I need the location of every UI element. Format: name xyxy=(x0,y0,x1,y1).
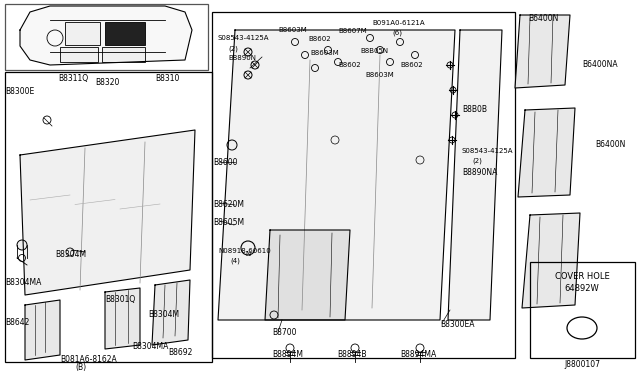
Bar xyxy=(5,4,208,70)
Text: B8603M: B8603M xyxy=(310,50,339,56)
Text: B8300E: B8300E xyxy=(5,87,35,96)
Text: B8607M: B8607M xyxy=(338,28,367,34)
Text: B8600: B8600 xyxy=(213,158,237,167)
Polygon shape xyxy=(20,6,192,65)
Text: B8602: B8602 xyxy=(338,62,360,68)
Circle shape xyxy=(17,240,27,250)
Text: B8304M: B8304M xyxy=(55,250,86,259)
Text: B8304MA: B8304MA xyxy=(132,342,168,351)
Text: N08918-60610: N08918-60610 xyxy=(218,248,271,254)
Text: J8800107: J8800107 xyxy=(564,360,600,369)
Text: B6400NA: B6400NA xyxy=(582,60,618,69)
Text: B8642: B8642 xyxy=(5,318,29,327)
Text: B8890NA: B8890NA xyxy=(462,168,497,177)
Text: B8890N: B8890N xyxy=(228,55,256,61)
Text: (2): (2) xyxy=(472,158,482,164)
Polygon shape xyxy=(265,230,350,320)
Bar xyxy=(60,47,98,62)
Polygon shape xyxy=(20,130,195,295)
Polygon shape xyxy=(25,300,60,360)
Text: B8311Q: B8311Q xyxy=(58,74,88,83)
Polygon shape xyxy=(448,30,502,320)
Text: B8894MA: B8894MA xyxy=(400,350,436,359)
Text: B8B05N: B8B05N xyxy=(360,48,388,54)
Bar xyxy=(105,22,145,45)
Text: B091A0-6121A: B091A0-6121A xyxy=(372,20,424,26)
Text: B6400N: B6400N xyxy=(595,140,625,149)
Text: S08543-4125A: S08543-4125A xyxy=(218,35,269,41)
Text: S08543-4125A: S08543-4125A xyxy=(462,148,513,154)
Text: B8304M: B8304M xyxy=(148,310,179,319)
Text: B8602: B8602 xyxy=(308,36,331,42)
Bar xyxy=(65,22,100,45)
Text: B8301Q: B8301Q xyxy=(105,295,135,304)
Text: B8320: B8320 xyxy=(95,78,120,87)
Bar xyxy=(530,262,635,358)
Text: B8603M: B8603M xyxy=(278,27,307,33)
Text: B8310: B8310 xyxy=(155,74,179,83)
Text: B6400N: B6400N xyxy=(528,14,558,23)
Text: (6): (6) xyxy=(392,30,402,36)
Text: B8602: B8602 xyxy=(400,62,422,68)
Text: B8700: B8700 xyxy=(272,328,296,337)
Circle shape xyxy=(227,140,237,150)
Bar xyxy=(102,47,145,62)
Text: COVER HOLE: COVER HOLE xyxy=(555,272,609,281)
Text: B8603M: B8603M xyxy=(365,72,394,78)
Text: B081A6-8162A: B081A6-8162A xyxy=(60,355,116,364)
Bar xyxy=(5,72,212,362)
Polygon shape xyxy=(518,108,575,197)
Text: B8B0B: B8B0B xyxy=(462,105,487,114)
Text: B8300EA: B8300EA xyxy=(440,320,474,329)
Text: (2): (2) xyxy=(228,45,238,51)
Text: B8304MA: B8304MA xyxy=(5,278,42,287)
Text: B8620M: B8620M xyxy=(213,200,244,209)
Polygon shape xyxy=(218,30,455,320)
Polygon shape xyxy=(105,288,140,349)
Text: B8692: B8692 xyxy=(168,348,193,357)
Text: B8894B: B8894B xyxy=(337,350,367,359)
Polygon shape xyxy=(152,280,190,345)
Polygon shape xyxy=(522,213,580,308)
Text: B8605M: B8605M xyxy=(213,218,244,227)
Bar xyxy=(212,12,515,358)
Text: B8894M: B8894M xyxy=(272,350,303,359)
Polygon shape xyxy=(515,15,570,88)
Text: (B): (B) xyxy=(75,363,86,372)
Text: 64892W: 64892W xyxy=(564,284,600,293)
Text: N: N xyxy=(245,251,250,257)
Text: (4): (4) xyxy=(230,258,240,264)
